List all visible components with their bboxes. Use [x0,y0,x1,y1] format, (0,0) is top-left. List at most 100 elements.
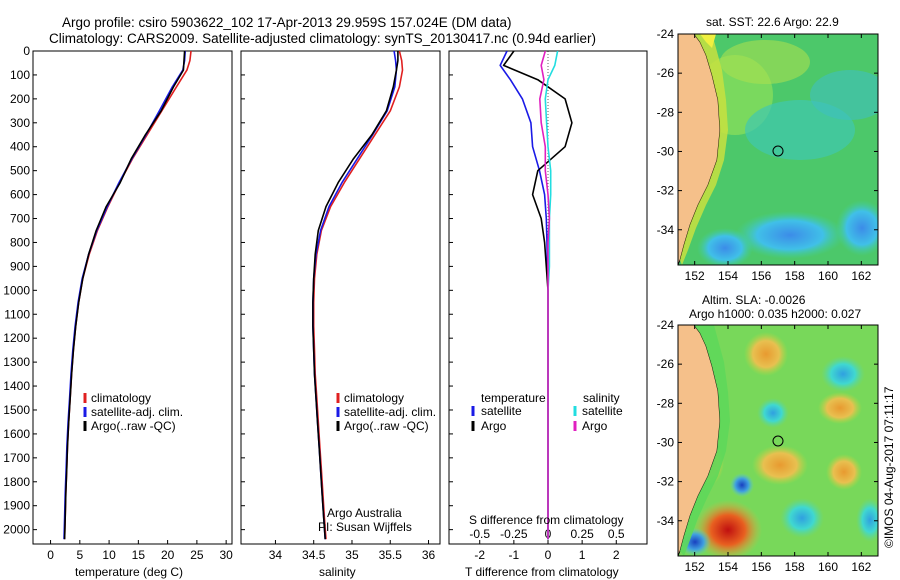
depth-tick-label: 200 [10,92,30,106]
lon-tick-label: 160 [818,560,838,574]
lat-tick-label: -32 [657,475,675,489]
sst-map: sat. SST: 22.6 Argo: 22.9 -24 -26 -28 -30 -3… [657,15,879,283]
argo-float-marker [772,145,784,157]
s-diff-tick-label: 0.5 [608,527,625,541]
legend-label-argo: Argo(..raw -QC) [91,419,176,433]
sst-map-ticks: -24 -26 -28 -30 -32 -34 152 154 156 158 160 162 [657,27,878,283]
sla-map-ticks: -24 -26 -28 -30 -32 -34 152 154 156 158 160 162 [657,318,878,574]
lon-tick-label: 158 [785,269,805,283]
depth-tick-label: 2000 [3,523,30,537]
x-tick-label: 10 [102,548,116,562]
depth-tick-label: 1700 [3,451,30,465]
lat-tick-label: -30 [657,144,675,158]
lon-tick-label: 158 [785,560,805,574]
temperature-legend: climatology satellite-adj. clim. Argo(..… [83,391,183,433]
t-difference-label: T difference from climatology [465,565,619,579]
lat-tick-label: -30 [657,435,675,449]
legend-label-sal-argo: Argo [582,419,608,433]
t-diff-tick-label: 2 [613,548,620,562]
lat-tick-label: -26 [657,357,675,371]
temperature-plot-frame [32,50,233,545]
salinity-x-label: salinity [319,565,356,579]
depth-tick-label: 1000 [3,283,30,297]
t-diff-tick-label: -2 [474,548,485,562]
legend-label-satellite: satellite-adj. clim. [91,405,183,419]
x-tick-label: 20 [161,548,175,562]
depth-tick-label: 100 [10,68,30,82]
lon-tick-label: 162 [851,269,871,283]
salinity-lines [312,51,404,540]
sst-cold-patch [697,228,753,265]
sla-low-eddy [780,498,824,538]
sst-warm-patch [720,40,810,84]
sla-map-title-1: Altim. SLA: -0.0026 [702,293,806,307]
legend-label-climatology: climatology [344,391,404,405]
legend-label-satellite: satellite-adj. clim. [344,405,436,419]
s-diff-tick-label: -0.25 [500,527,528,541]
sst-coastal-warm-band [680,34,728,265]
depth-tick-label: 1300 [3,355,30,369]
sla-low-eddy [856,498,878,542]
x-tick-label: 25 [190,548,204,562]
depth-tick-label: 1400 [3,379,30,393]
series-line-argo-raw-qc- [63,51,186,540]
temperature-lines [63,51,192,540]
x-tick-label: 35.5 [379,548,403,562]
sla-low-eddy [821,356,865,392]
difference-x-ticks: -2 -1 0 1 2-0.5 -0.25 0 0.25 0.5 [469,527,625,562]
sla-map: Altim. SLA: -0.0026 Argo h1000: 0.035 h2… [657,293,879,574]
x-tick-label: 35 [345,548,359,562]
sla-low-eddy [730,473,754,497]
sla-coastal-band [680,325,730,556]
lon-tick-label: 154 [718,560,738,574]
t-diff-tick-label: 1 [579,548,586,562]
argo-australia-note: Argo Australia [327,506,402,520]
lat-tick-label: -24 [657,27,675,41]
lon-tick-label: 152 [685,560,705,574]
t-diff-tick-label: 0 [545,548,552,562]
argo-float-marker [772,435,784,447]
s-diff-tick-label: 0.25 [570,527,594,541]
lon-tick-label: 154 [718,269,738,283]
s-diff-tick-label: -0.5 [469,527,490,541]
x-tick-label: 34.5 [302,548,326,562]
sla-low-eddy [757,398,789,428]
x-tick-label: 5 [76,548,83,562]
sla-map-title-2: Argo h1000: 0.035 h2000: 0.027 [689,307,861,321]
sst-cool-patch [810,70,878,120]
lat-tick-label: -34 [657,514,675,528]
salinity-x-ticks: 34 34.5 35 35.5 36 [269,540,436,562]
depth-tick-label: 700 [10,212,30,226]
legend-label-temp-satellite: satellite [481,404,522,418]
sla-map-frame [677,324,879,557]
depth-tick-label: 1900 [3,499,30,513]
s-difference-label: S difference from climatology [469,513,624,527]
depth-tick-label: 1100 [4,307,30,321]
lon-tick-label: 152 [685,269,705,283]
lat-tick-label: -26 [657,66,675,80]
depth-tick-label: 500 [10,164,30,178]
salinity-y-ticks [241,50,245,531]
lon-tick-label: 156 [751,269,771,283]
depth-tick-label: 300 [10,116,30,130]
legend-title-temperature: temperature [481,391,546,405]
salinity-plot-frame [240,50,441,545]
difference-panel: -2 -1 0 1 2-0.5 -0.25 0 0.25 0.5 S difference fr… [448,50,648,579]
depth-axis-ticks: 0 100 200 300 400 500 600 700 800 900 1000 1100 1200… [3,44,37,537]
lat-tick-label: -34 [657,223,675,237]
difference-legend: temperature salinity satellite satellite… [471,391,623,433]
x-tick-label: 30 [219,548,233,562]
x-tick-label: 15 [132,548,146,562]
depth-tick-label: 600 [10,188,30,202]
lat-tick-label: -32 [657,184,675,198]
legend-label-sal-satellite: satellite [582,404,623,418]
lat-tick-label: -28 [657,105,675,119]
temperature-x-ticks: 0 5 10 15 20 25 30 [47,540,233,562]
depth-tick-label: 1500 [3,403,30,417]
depth-tick-label: 1600 [3,427,30,441]
depth-tick-label: 900 [10,259,30,273]
figure-title-line2: Climatology: CARS2009. Satellite-adjuste… [49,31,596,46]
legend-label-temp-argo: Argo [481,419,507,433]
legend-label-climatology: climatology [91,391,151,405]
